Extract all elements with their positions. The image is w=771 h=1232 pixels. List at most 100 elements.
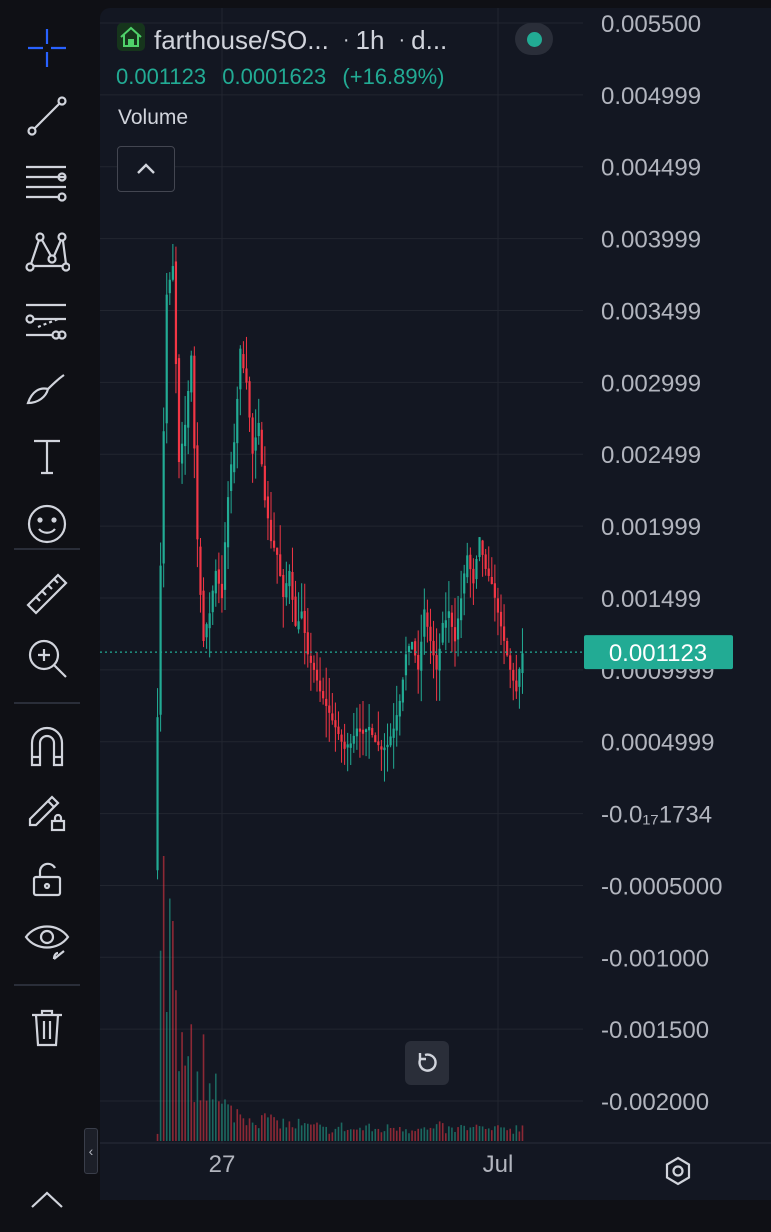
text-icon[interactable] [17, 426, 77, 486]
volume-bar [438, 1121, 441, 1141]
volume-indicator-label[interactable]: Volume [118, 106, 189, 129]
pattern-icon[interactable] [17, 222, 77, 282]
current-price-tag-label: 0.001123 [609, 640, 707, 667]
volume-bar [389, 1128, 392, 1141]
lock-all-icon[interactable] [17, 848, 77, 908]
volume-bar [343, 1131, 346, 1141]
candle-body [177, 358, 181, 463]
price-axis[interactable]: 0.005500 0.004999 0.004499 0.003999 0.003499… [584, 11, 733, 1116]
crosshair-icon[interactable] [17, 18, 77, 78]
volume-bar [359, 1127, 361, 1141]
candle-body [202, 590, 205, 641]
volume-bar [386, 1124, 389, 1141]
volume-bar [383, 1131, 386, 1141]
volume-bar [454, 1131, 456, 1141]
current-price-tag [584, 635, 733, 670]
volume-bar [475, 1124, 478, 1141]
candle-body [389, 736, 392, 746]
legend-change-percent: (+16.89%) [342, 64, 445, 89]
market-status-indicator[interactable] [515, 23, 553, 55]
chart-canvas[interactable]: 0.005500 0.004999 0.004499 0.003999 0.003499… [100, 8, 771, 1200]
emoji-icon[interactable] [17, 494, 77, 554]
volume-bar [451, 1127, 453, 1141]
ruler-icon[interactable] [17, 564, 77, 624]
candle-body [438, 648, 441, 671]
volume-bar [365, 1125, 367, 1141]
volume-bar [233, 1122, 235, 1141]
candle-body [312, 662, 316, 670]
candle-body [349, 743, 352, 748]
chevron-up-icon[interactable] [17, 1172, 77, 1232]
volume-bar [432, 1128, 435, 1141]
candle-body [432, 640, 435, 656]
volume-bar [380, 1132, 383, 1141]
brush-icon[interactable] [17, 358, 77, 418]
price-axis-label: 0.001999 [601, 514, 701, 541]
volume-bar [178, 1071, 180, 1141]
volume-bar [521, 1125, 524, 1141]
volume-bar [242, 1118, 245, 1141]
zoom-in-icon[interactable] [17, 628, 77, 688]
volume-bar [399, 1127, 401, 1141]
candle-body [404, 654, 408, 676]
candle-body [417, 655, 420, 670]
volume-bar [349, 1129, 352, 1141]
drawing-toolbar [0, 0, 94, 1208]
volume-bar [175, 990, 177, 1141]
symbol-name[interactable]: farthouse/SO... [154, 24, 329, 55]
candle-body [499, 611, 503, 627]
candle-body [315, 669, 319, 681]
trend-line-icon[interactable] [17, 86, 77, 146]
volume-bar [429, 1127, 432, 1141]
fib-retracement-icon[interactable] [17, 154, 77, 214]
volume-bar [156, 1133, 159, 1141]
time-axis[interactable]: 27 Jul [209, 1151, 514, 1178]
candle-body [493, 583, 496, 598]
candle-body [509, 655, 512, 670]
volume-bar [463, 1125, 465, 1141]
candle-body [263, 465, 266, 501]
candle-body [352, 735, 355, 744]
chevron-up-icon [137, 163, 155, 174]
candle-body [487, 568, 490, 576]
volume-bar [248, 1118, 251, 1141]
interval-label[interactable]: 1h [355, 24, 385, 55]
candle-body [472, 568, 475, 584]
price-axis-label: -0.0₁₇1734 [601, 802, 712, 829]
lock-drawing-icon[interactable] [17, 780, 77, 840]
candle-body [193, 355, 196, 449]
candle-body [374, 735, 377, 743]
candle-body [217, 569, 220, 584]
toolbar-collapse-tab[interactable]: ‹ [84, 1128, 98, 1174]
volume-bar [187, 1056, 189, 1141]
collapse-legend-button[interactable] [117, 146, 175, 192]
volume-bar [374, 1128, 377, 1141]
candle-body [199, 546, 202, 595]
volume-bar [300, 1125, 303, 1141]
price-axis-label: 0.003999 [601, 227, 701, 254]
volume-bar [211, 1099, 214, 1141]
eye-icon[interactable] [17, 910, 77, 970]
volume-bar [392, 1127, 395, 1141]
candle-body [358, 728, 362, 732]
prediction-icon[interactable] [17, 290, 77, 350]
volume-bar [509, 1128, 511, 1141]
volume-bar [165, 1012, 168, 1141]
volume-bar [285, 1127, 288, 1141]
volume-bar [518, 1131, 521, 1141]
candle-body [226, 497, 230, 548]
volume-bar [193, 1102, 196, 1141]
candle-body [233, 442, 236, 473]
candle-body [300, 611, 303, 619]
chart-panel[interactable]: 0.005500 0.004999 0.004499 0.003999 0.003499… [100, 8, 771, 1200]
trash-icon[interactable] [17, 998, 77, 1058]
candle-body [276, 547, 279, 555]
time-axis-label: Jul [483, 1151, 514, 1178]
magnet-icon[interactable] [17, 716, 77, 776]
reset-chart-button[interactable] [405, 1041, 449, 1085]
volume-bar [423, 1127, 426, 1141]
candle-body [337, 726, 340, 735]
symbol-legend[interactable]: farthouse/SO... · 1h · d... [116, 22, 447, 58]
chart-settings-button[interactable] [660, 1153, 696, 1189]
volume-bar [190, 1024, 193, 1141]
